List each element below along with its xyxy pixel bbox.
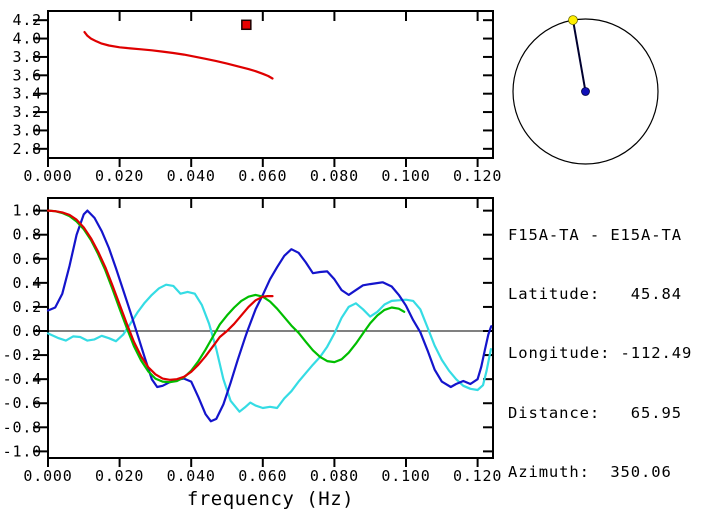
y-axis-tick-label: 3.8 (13, 48, 43, 66)
x-axis-tick-label: 0.000 (23, 167, 72, 185)
compass-ring (512, 18, 659, 165)
info-line-azimuth: Azimuth: 350.06 (508, 463, 672, 482)
y-axis-tick-label: 3.2 (13, 103, 43, 121)
x-axis-tick-label: 0.060 (238, 467, 287, 485)
station-direction-dot (568, 15, 578, 25)
x-axis-tick-label: 0.100 (381, 467, 430, 485)
x-axis-tick-label: 0.120 (453, 167, 502, 185)
y-axis-tick-label: -0.4 (3, 370, 42, 388)
x-axis-tick-label: 0.080 (310, 467, 359, 485)
y-axis-tick-label: 0.2 (13, 298, 43, 316)
y-axis-tick-label: -0.8 (3, 418, 42, 436)
x-axis-tick-label: 0.020 (95, 167, 144, 185)
y-axis-tick-label: 0.8 (13, 226, 43, 244)
bottom-plot-coherency-vs-frequency[interactable]: 0.000 0.020 0.040 0.060 0.080 0.100 0.120 -1.0 -… (3, 197, 503, 510)
x-axis-tick-label: 0.040 (167, 167, 216, 185)
top-plot-velocity-vs-frequency[interactable]: 0.000 0.020 0.040 0.060 0.080 0.100 0.1202.83.… (13, 10, 503, 185)
y-axis-tick-label: 4.0 (13, 30, 43, 48)
info-line-latitude: Latitude: 45.84 (508, 284, 682, 303)
azimuth-compass (512, 15, 659, 165)
y-axis-tick-label: -1.0 (3, 442, 42, 460)
coherency-imag-cyan (46, 283, 492, 413)
center-station-dot (581, 87, 590, 96)
y-axis-tick-label: 1.0 (13, 202, 43, 220)
x-axis-tick-label: 0.000 (23, 467, 72, 485)
bessel-extension-green (46, 209, 406, 384)
x-axis-tick-label: 0.100 (381, 167, 430, 185)
y-axis-tick-label: 0.0 (13, 322, 43, 340)
coherency-real-blue (46, 209, 493, 423)
y-axis-tick-label: -0.6 (3, 394, 42, 412)
y-axis-tick-label: 3.4 (13, 85, 43, 103)
selected-point-marker (241, 19, 252, 31)
plot-frame (47, 197, 494, 459)
plot-frame (47, 10, 494, 159)
x-axis-title: frequency (Hz) (187, 488, 354, 510)
station-pair-title: F15A-TA - E15A-TA (508, 225, 682, 244)
y-axis-tick-label: 4.2 (13, 11, 43, 29)
y-axis-tick-label: 0.4 (13, 274, 43, 292)
y-axis-tick-label: 3.6 (13, 66, 43, 84)
y-axis-tick-label: 2.8 (13, 140, 43, 158)
x-axis-tick-label: 0.120 (453, 467, 502, 485)
bessel-fit-red (46, 209, 274, 381)
station-info-panel: F15A-TA - E15A-TA Latitude: 45.84 Longit… (508, 186, 692, 519)
x-axis-tick-label: 0.060 (238, 167, 287, 185)
x-axis-tick-label: 0.020 (95, 467, 144, 485)
azimuth-needle (572, 19, 587, 92)
y-axis-tick-label: -0.2 (3, 346, 42, 364)
info-line-longitude: Longitude: -112.49 (508, 344, 693, 363)
x-axis-tick-label: 0.040 (167, 467, 216, 485)
x-axis-tick-label: 0.080 (310, 167, 359, 185)
dispersion-curve (83, 30, 274, 80)
info-line-distance: Distance: 65.95 (508, 403, 682, 422)
y-axis-tick-label: 3.0 (13, 121, 43, 139)
y-axis-tick-label: 0.6 (13, 250, 43, 268)
